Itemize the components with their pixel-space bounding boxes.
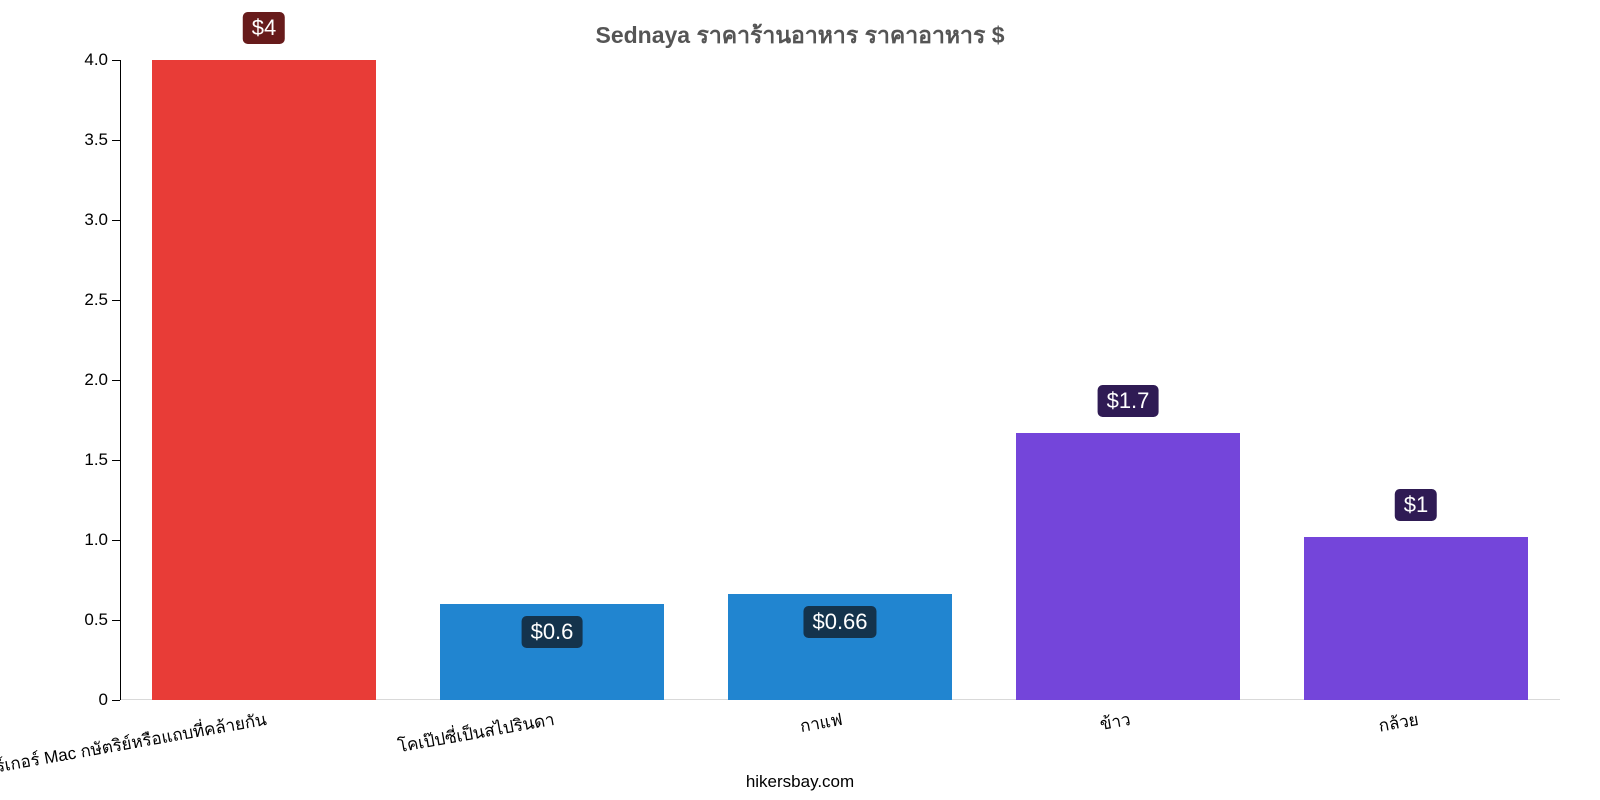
y-tick [112,380,120,381]
y-tick-label: 1.0 [84,530,108,550]
plot-area: 00.51.01.52.02.53.03.54.0 $4เบอร์เกอร์ M… [120,60,1560,700]
y-tick-label: 3.5 [84,130,108,150]
y-tick [112,540,120,541]
y-tick-label: 0 [99,690,108,710]
bar [1304,537,1529,700]
bar-value-label: $0.66 [803,606,876,638]
y-tick [112,620,120,621]
chart-container: Sednaya ราคาร้านอาหาร ราคาอาหาร $ 00.51.… [0,0,1600,800]
y-tick [112,700,120,701]
category-label: เบอร์เกอร์ Mac กษัตริย์หรือแถบที่คล้ายกั… [0,706,269,785]
y-tick [112,140,120,141]
category-label: โคเป๊ปซี่เป็นสไปรินดา [396,706,557,760]
y-tick [112,220,120,221]
chart-title: Sednaya ราคาร้านอาหาร ราคาอาหาร $ [0,0,1600,54]
y-tick [112,460,120,461]
y-tick-label: 0.5 [84,610,108,630]
bar-value-label: $1 [1395,489,1437,521]
y-tick-label: 1.5 [84,450,108,470]
bar-value-label: $1.7 [1098,385,1159,417]
bar-value-label: $4 [243,12,285,44]
category-label: ข้าว [1098,706,1133,738]
bar-value-label: $0.6 [522,616,583,648]
category-label: กล้วย [1376,706,1420,740]
source-label: hikersbay.com [746,772,854,792]
y-tick-label: 2.0 [84,370,108,390]
y-tick [112,300,120,301]
y-tick [112,60,120,61]
y-tick-label: 2.5 [84,290,108,310]
y-tick-label: 3.0 [84,210,108,230]
y-tick-label: 4.0 [84,50,108,70]
bars-group: $4เบอร์เกอร์ Mac กษัตริย์หรือแถบที่คล้าย… [120,60,1560,700]
bar [1016,433,1241,700]
bar [152,60,377,700]
category-label: กาแฟ [798,706,845,740]
